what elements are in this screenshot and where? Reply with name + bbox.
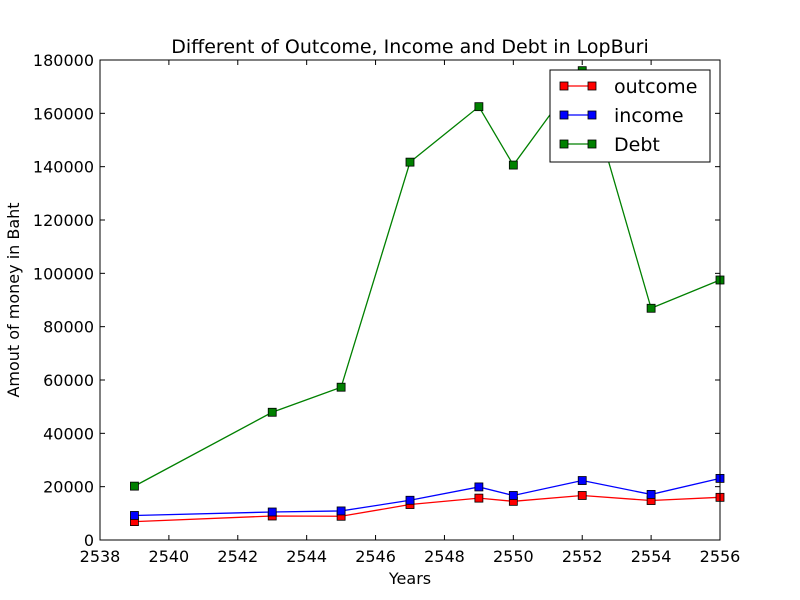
data-point-income — [267, 507, 277, 517]
data-point-outcome — [577, 491, 587, 500]
y-tick-label: 180000 — [33, 51, 94, 70]
data-point-debt — [405, 157, 415, 167]
x-tick-label: 2554 — [631, 547, 672, 566]
y-axis-title: Amout of money in Baht — [4, 202, 23, 397]
x-tick-label: 2548 — [424, 547, 465, 566]
data-point-income — [336, 506, 346, 516]
data-point-income — [508, 491, 518, 500]
data-point-income — [474, 482, 484, 492]
tick-layer: 2538 2540 2542 2544 2546 2548 2550 2552 2554 2556… — [33, 51, 740, 566]
y-tick-label: 100000 — [33, 264, 94, 283]
x-tick-label: 2538 — [80, 547, 121, 566]
x-tick-label: 2542 — [217, 547, 258, 566]
y-tick-label: 20000 — [43, 478, 94, 497]
legend-label: Debt — [614, 134, 660, 156]
x-tick-label: 2552 — [562, 547, 603, 566]
data-point-income — [130, 511, 139, 520]
data-point-debt — [646, 303, 656, 313]
data-point-income — [577, 476, 587, 485]
data-point-debt — [130, 481, 139, 491]
legend-marker — [587, 139, 597, 149]
data-point-outcome — [474, 493, 484, 503]
data-point-income — [646, 489, 656, 499]
y-tick-label: 40000 — [43, 424, 94, 443]
legend-label: outcome — [614, 76, 697, 98]
legend: outcome income Debt — [549, 69, 711, 163]
legend-marker — [587, 81, 597, 91]
x-axis-title: Years — [388, 569, 431, 588]
y-tick-label: 140000 — [33, 158, 94, 177]
chart-title: Different of Outcome, Income and Debt in… — [171, 36, 649, 58]
legend-item-income: income — [559, 105, 684, 127]
x-tick-label: 2540 — [149, 547, 190, 566]
data-point-debt — [336, 382, 346, 392]
plot-frame — [99, 59, 721, 541]
y-tick-label: 160000 — [33, 104, 94, 123]
data-point-debt — [267, 407, 277, 417]
data-point-income — [405, 495, 415, 505]
legend-box — [549, 69, 711, 163]
x-tick-label: 2546 — [355, 547, 396, 566]
y-tick-label: 80000 — [43, 318, 94, 337]
x-tick-label: 2556 — [700, 547, 741, 566]
x-tick-label: 2550 — [493, 547, 534, 566]
legend-item-outcome: outcome — [559, 76, 697, 98]
legend-marker — [559, 81, 569, 91]
y-tick-label: 0 — [84, 531, 94, 550]
legend-label: income — [614, 105, 684, 127]
legend-item-debt: Debt — [559, 134, 660, 156]
y-tick-label: 120000 — [33, 211, 94, 230]
x-tick-label: 2544 — [286, 547, 327, 566]
data-point-debt — [508, 160, 518, 170]
data-point-debt — [474, 102, 484, 112]
legend-marker — [587, 110, 597, 120]
y-tick-label: 60000 — [43, 371, 94, 390]
legend-marker — [559, 110, 569, 120]
legend-marker — [559, 139, 569, 149]
